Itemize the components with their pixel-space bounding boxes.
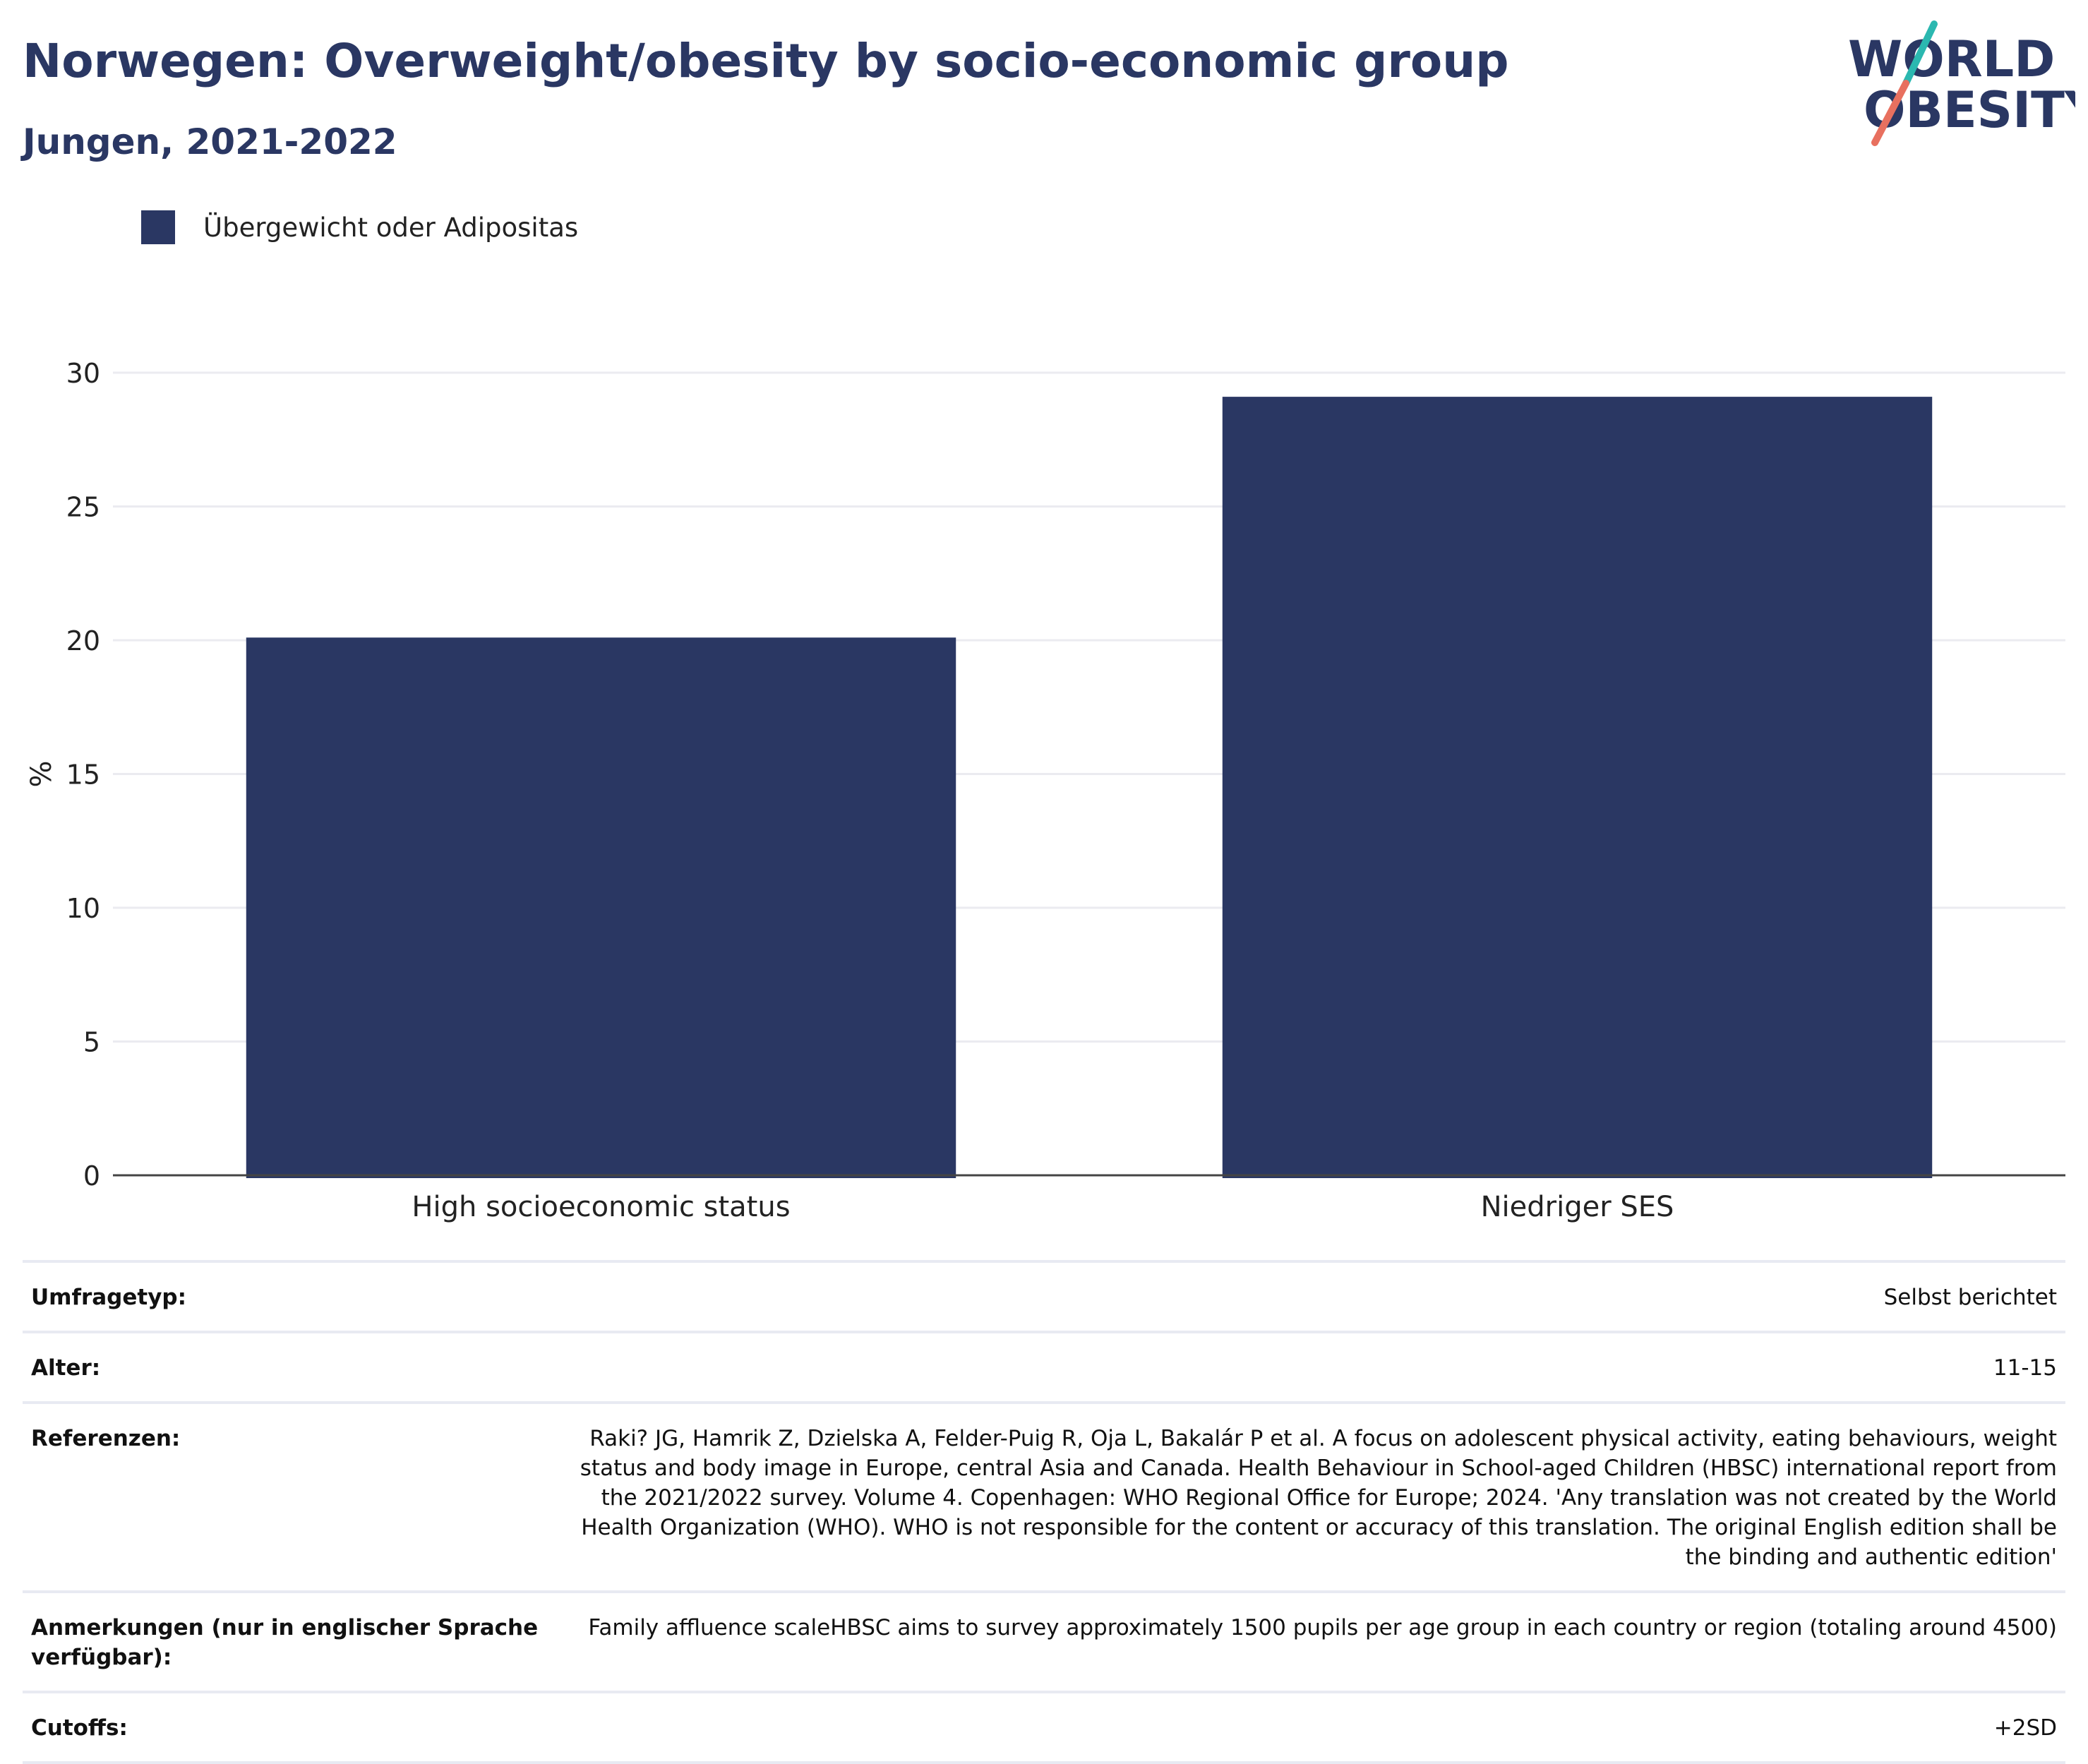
info-table: Umfragetyp: Selbst berichtet Alter: 11-1… xyxy=(23,1260,2065,1764)
info-label: Umfragetyp: xyxy=(31,1285,186,1310)
page-title: Norwegen: Overweight/obesity by socio-ec… xyxy=(23,34,1509,88)
info-label: Cutoffs: xyxy=(31,1715,128,1741)
info-value: Selbst berichtet xyxy=(1883,1285,2057,1310)
y-tick-label: 25 xyxy=(66,492,100,523)
logo-slash-top xyxy=(1902,20,1938,87)
info-row-survey-type: Umfragetyp: Selbst berichtet xyxy=(23,1260,2065,1331)
info-row-cutoffs: Cutoffs: +2SD xyxy=(23,1691,2065,1764)
y-tick-label: 30 xyxy=(66,358,100,389)
x-tick-label: Niedriger SES xyxy=(1481,1191,1674,1223)
info-row-notes: Anmerkungen (nur in englischer Sprache v… xyxy=(23,1590,2065,1691)
y-tick-label: 5 xyxy=(83,1027,100,1058)
world-obesity-logo: WORLD OBESITY xyxy=(1848,20,2075,146)
logo-slash-bottom xyxy=(1871,80,1909,146)
page-subtitle: Jungen, 2021-2022 xyxy=(23,121,397,162)
x-tick-label: High socioeconomic status xyxy=(412,1191,790,1223)
y-tick-label: 15 xyxy=(66,760,100,791)
info-row-age: Alter: 11-15 xyxy=(23,1331,2065,1401)
x-axis-ticks: High socioeconomic status Niedriger SES xyxy=(412,1191,1674,1223)
info-value: 11-15 xyxy=(1993,1355,2057,1381)
y-axis-label: % xyxy=(25,760,58,787)
y-axis-ticks: 0 5 10 15 20 25 30 xyxy=(66,358,100,1192)
info-label: Anmerkungen (nur in englischer Sprache v… xyxy=(31,1615,539,1670)
bars xyxy=(246,397,1933,1178)
info-label: Referenzen: xyxy=(31,1426,181,1451)
y-tick-label: 0 xyxy=(83,1160,100,1192)
info-label: Alter: xyxy=(31,1355,101,1381)
info-value: Family affluence scaleHBSC aims to surve… xyxy=(588,1615,2057,1640)
legend-label: Übergewicht oder Adipositas xyxy=(203,212,579,243)
logo-line1: WORLD xyxy=(1848,30,2055,88)
bar-1[interactable] xyxy=(1222,397,1933,1178)
legend-swatch xyxy=(141,210,175,244)
chart-legend[interactable]: Übergewicht oder Adipositas xyxy=(141,210,578,244)
y-tick-label: 10 xyxy=(66,893,100,924)
bar-0[interactable] xyxy=(246,637,956,1178)
info-value: Raki? JG, Hamrik Z, Dzielska A, Felder-P… xyxy=(580,1426,2057,1570)
y-tick-label: 20 xyxy=(66,625,100,656)
info-row-references: Referenzen: Raki? JG, Hamrik Z, Dzielska… xyxy=(23,1401,2065,1590)
bar-chart: 0 5 10 15 20 25 30 High socioeconomic status Ni… xyxy=(25,358,2065,1223)
info-value: +2SD xyxy=(1993,1715,2057,1741)
